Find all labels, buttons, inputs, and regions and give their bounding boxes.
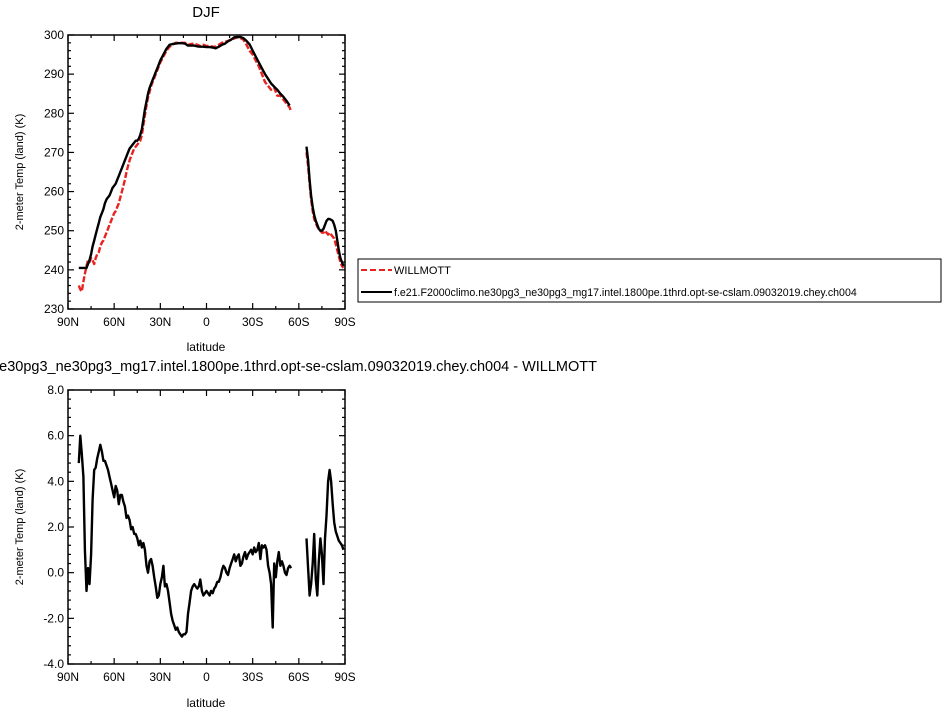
series-line-0-segment-0 bbox=[77, 36, 293, 293]
y-tick-label: 0.0 bbox=[47, 566, 64, 580]
x-tick-label: 90N bbox=[57, 315, 79, 329]
series-line-0-segment-0 bbox=[77, 434, 293, 638]
legend: WILLMOTT f.e21.F2000climo.ne30pg3_ne30pg… bbox=[357, 258, 942, 303]
y-tick-label: 280 bbox=[44, 106, 64, 120]
x-tick-label: 60S bbox=[288, 670, 309, 684]
y-tick-label: 2.0 bbox=[47, 520, 64, 534]
series-line-1-segment-1 bbox=[305, 146, 345, 267]
y-tick-label: 240 bbox=[44, 263, 64, 277]
x-tick-label: 90S bbox=[334, 315, 355, 329]
x-axis-label: latitude bbox=[187, 340, 226, 354]
difference-chart-title: f.e21.F2000climo.ne30pg3_ne30pg3_mg17.in… bbox=[0, 359, 597, 375]
legend-entry-willmott: WILLMOTT bbox=[394, 265, 451, 277]
plot-frame bbox=[67, 389, 346, 665]
y-tick-label: 4.0 bbox=[47, 474, 64, 488]
x-tick-label: 90N bbox=[57, 670, 79, 684]
y-tick-label: 6.0 bbox=[47, 429, 64, 443]
x-axis-label: latitude bbox=[187, 696, 226, 710]
x-tick-label: 30N bbox=[149, 670, 171, 684]
y-tick-label: -2.0 bbox=[43, 611, 64, 625]
chart-title: DJF bbox=[192, 4, 220, 21]
panel-bottom-difference: f.e21.F2000climo.ne30pg3_ne30pg3_mg17.in… bbox=[0, 359, 597, 710]
series-line-0-segment-1 bbox=[305, 468, 345, 597]
y-tick-label: 8.0 bbox=[47, 383, 64, 397]
y-tick-label: 230 bbox=[44, 302, 64, 316]
plot-area: 90N 60N 30N 0 30S 60S 90S 230 240 250 260 270 280 290… bbox=[44, 28, 356, 329]
x-tick-label: 90S bbox=[334, 670, 355, 684]
y-tick-label: 260 bbox=[44, 185, 64, 199]
series-line-1-segment-0 bbox=[78, 35, 291, 270]
panel-top-djf: DJF 2-meter Temp (land) (K) latitude 90N… bbox=[14, 4, 356, 354]
x-tick-label: 0 bbox=[203, 670, 210, 684]
x-tick-label: 60N bbox=[103, 315, 125, 329]
y-tick-label: -4.0 bbox=[43, 657, 64, 671]
y-tick-label: 300 bbox=[44, 28, 64, 42]
plot-frame bbox=[67, 34, 346, 310]
x-tick-label: 30S bbox=[242, 670, 263, 684]
y-axis-label: 2-meter Temp (land) (K) bbox=[14, 469, 26, 586]
y-tick-label: 290 bbox=[44, 67, 64, 81]
plot-area: 90N 60N 30N 0 30S 60S 90S -4.0 -2.0 0.0 2.0 4.0 6.0 8… bbox=[43, 383, 355, 684]
y-tick-label: 270 bbox=[44, 145, 64, 159]
x-tick-label: 60N bbox=[103, 670, 125, 684]
x-tick-label: 30S bbox=[242, 315, 263, 329]
legend-box bbox=[357, 258, 942, 303]
x-tick-label: 30N bbox=[149, 315, 171, 329]
legend-entry-model: f.e21.F2000climo.ne30pg3_ne30pg3_mg17.in… bbox=[394, 287, 857, 299]
y-tick-label: 250 bbox=[44, 224, 64, 238]
x-tick-label: 0 bbox=[203, 315, 210, 329]
x-tick-label: 60S bbox=[288, 315, 309, 329]
y-axis-label: 2-meter Temp (land) (K) bbox=[14, 114, 26, 231]
